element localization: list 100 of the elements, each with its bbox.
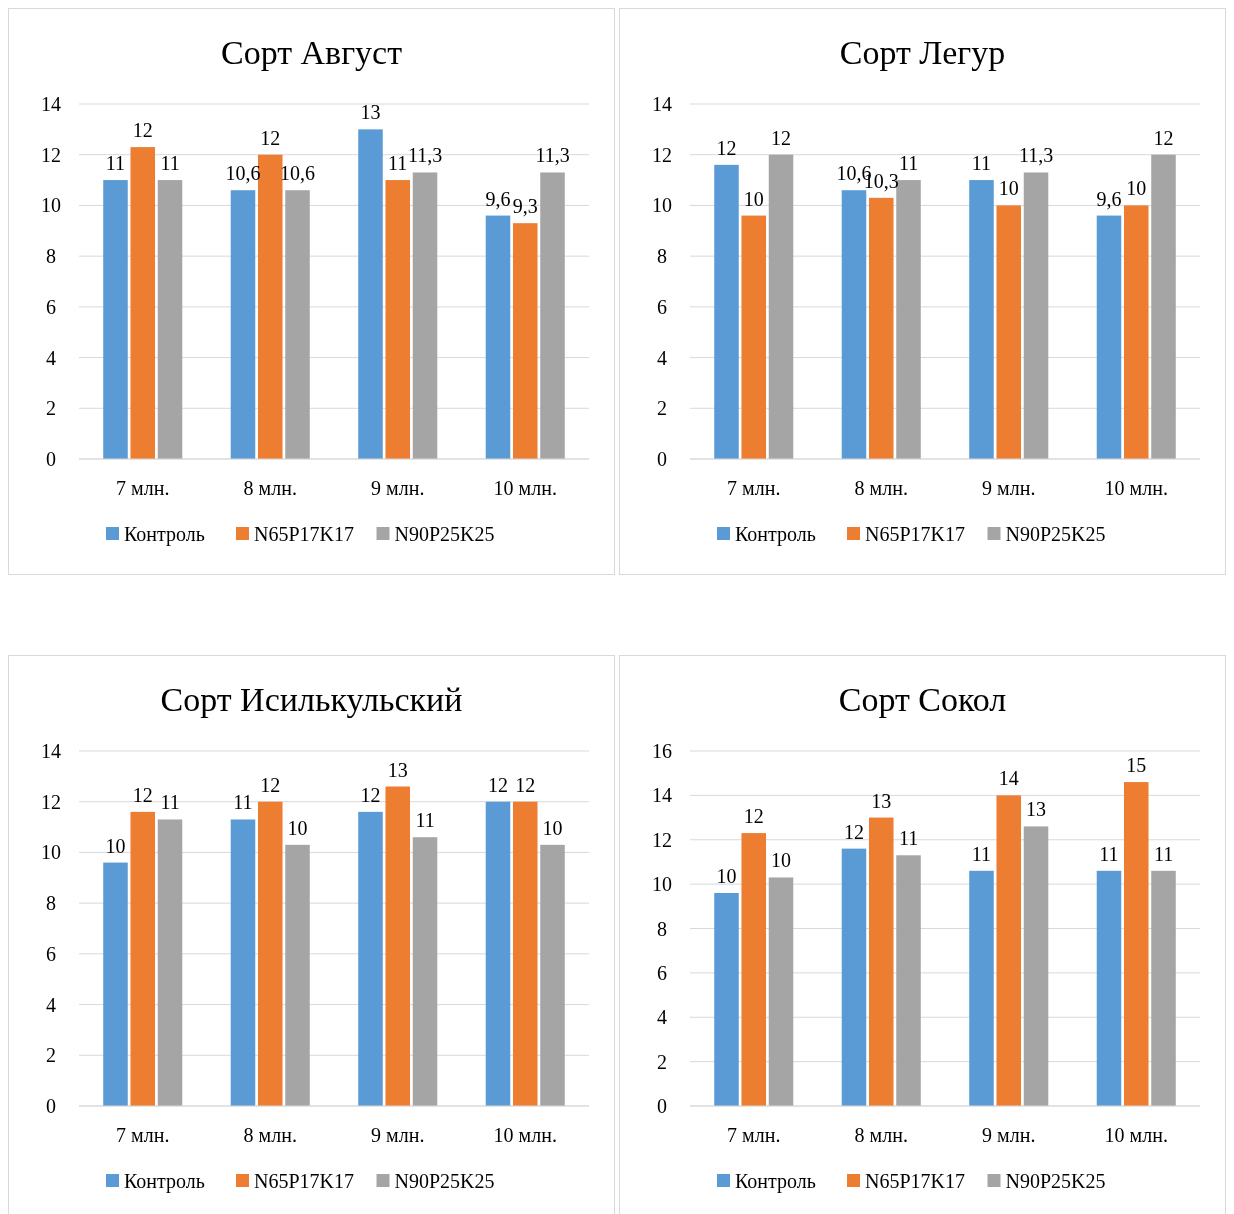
data-label: 11 — [233, 791, 253, 814]
y-tick-label: 10 — [41, 841, 61, 864]
data-label: 12 — [515, 773, 536, 796]
x-tick-label: 10 млн. — [1104, 1124, 1168, 1146]
bar — [741, 215, 767, 459]
bar — [358, 129, 383, 459]
data-label: 13 — [360, 101, 381, 124]
data-label: 10 — [105, 834, 126, 857]
bar — [1123, 782, 1149, 1106]
bar — [768, 877, 794, 1106]
x-tick-label: 9 млн. — [982, 477, 1036, 499]
bar — [969, 180, 994, 459]
y-tick-label: 2 — [657, 397, 667, 420]
x-tick-label: 7 млн. — [727, 1124, 781, 1146]
data-label: 13 — [871, 789, 892, 812]
x-tick-label: 8 млн. — [854, 477, 908, 499]
bar — [1123, 205, 1149, 459]
data-label: 10 — [1126, 177, 1147, 200]
y-tick-label: 14 — [652, 784, 672, 807]
y-tick-label: 8 — [46, 892, 56, 915]
bar — [540, 844, 565, 1106]
x-tick-label: 7 млн. — [116, 1124, 170, 1146]
y-tick-label: 6 — [657, 961, 667, 984]
legend-label: N65P17K17 — [254, 1170, 355, 1192]
data-label: 12 — [743, 805, 764, 828]
bar — [996, 205, 1022, 459]
data-label: 13 — [387, 758, 408, 781]
bar — [1023, 826, 1049, 1106]
data-label: 11 — [971, 842, 992, 865]
bar — [512, 223, 538, 459]
bar — [358, 811, 383, 1106]
data-label: 12 — [487, 773, 508, 796]
data-label: 12 — [260, 126, 281, 149]
y-tick-label: 0 — [46, 1095, 56, 1117]
y-tick-label: 0 — [657, 1095, 667, 1117]
bar — [385, 180, 411, 459]
y-tick-label: 12 — [41, 790, 61, 813]
bar — [768, 154, 794, 459]
y-tick-label: 8 — [657, 917, 667, 940]
y-tick-label: 4 — [657, 1006, 667, 1029]
bar — [103, 862, 128, 1106]
data-label: 10 — [542, 816, 563, 839]
data-label: 12 — [843, 820, 864, 843]
x-tick-label: 8 млн. — [854, 1124, 908, 1146]
bar — [1151, 154, 1176, 459]
y-tick-label: 12 — [652, 828, 672, 851]
chart-title: Сорт Легур — [839, 34, 1006, 71]
bar — [969, 870, 994, 1106]
x-tick-label: 10 млн. — [1104, 477, 1168, 499]
x-tick-label: 9 млн. — [371, 477, 425, 499]
bar — [157, 819, 183, 1106]
bar — [485, 801, 511, 1106]
bar — [157, 180, 183, 459]
bar — [841, 848, 867, 1106]
data-label: 11,3 — [407, 144, 443, 167]
bar — [512, 801, 538, 1106]
bar — [741, 833, 767, 1106]
legend-label: Контроль — [124, 1170, 205, 1193]
y-tick-label: 12 — [41, 143, 61, 166]
y-tick-label: 2 — [46, 397, 56, 420]
data-label: 11 — [415, 809, 435, 832]
y-tick-label: 4 — [46, 993, 56, 1016]
data-label: 10 — [743, 187, 764, 210]
bar — [412, 172, 438, 459]
data-label: 15 — [1126, 754, 1147, 777]
legend-label: Контроль — [735, 1170, 816, 1193]
y-tick-label: 16 — [652, 740, 672, 762]
bar — [103, 180, 128, 459]
data-label: 9,3 — [512, 195, 538, 218]
y-tick-label: 12 — [652, 143, 672, 166]
y-tick-label: 10 — [41, 194, 61, 217]
y-tick-label: 6 — [657, 295, 667, 318]
data-label: 11 — [1153, 842, 1174, 865]
bar — [868, 197, 894, 459]
x-tick-label: 9 млн. — [982, 1124, 1036, 1146]
data-label: 12 — [132, 783, 153, 806]
data-label: 10 — [998, 177, 1019, 200]
y-tick-label: 8 — [657, 245, 667, 268]
y-tick-label: 10 — [652, 194, 672, 217]
data-label: 14 — [998, 767, 1019, 790]
data-label: 12 — [716, 136, 737, 159]
bar — [412, 837, 438, 1106]
legend-label: Контроль — [735, 523, 816, 546]
data-label: 10,6 — [280, 162, 316, 185]
y-tick-label: 4 — [46, 346, 56, 369]
legend-label: N65P17K17 — [865, 523, 966, 545]
x-tick-label: 7 млн. — [727, 477, 781, 499]
bar — [485, 215, 511, 459]
data-label: 12 — [1153, 126, 1174, 149]
chart-title: Сорт Сокол — [838, 681, 1007, 718]
bar — [896, 855, 921, 1106]
data-label: 11,3 — [1018, 144, 1054, 167]
bar — [1151, 870, 1176, 1106]
bar — [230, 819, 256, 1106]
bar — [714, 164, 739, 459]
data-label: 11 — [898, 827, 919, 850]
legend-label: N90P25K25 — [1005, 523, 1106, 545]
bar — [285, 844, 310, 1106]
x-tick-label: 10 млн. — [493, 477, 557, 499]
bar — [1096, 215, 1122, 459]
